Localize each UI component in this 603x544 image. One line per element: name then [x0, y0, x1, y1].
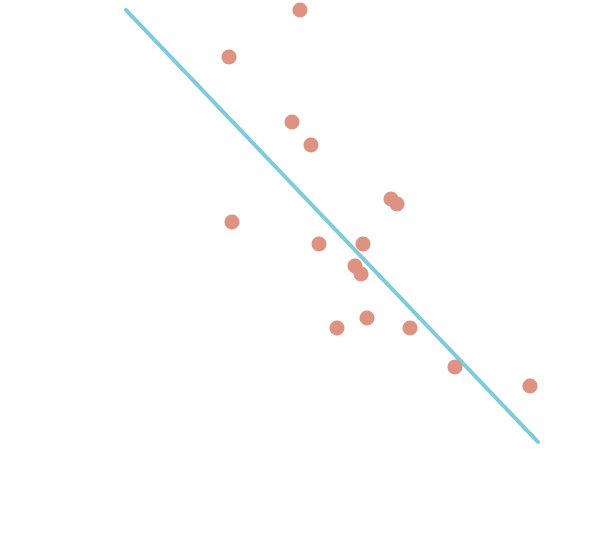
- data-point-7: [224, 214, 240, 230]
- data-point-13: [329, 320, 345, 336]
- data-point-4: [303, 137, 319, 153]
- trend-line: [124, 8, 540, 444]
- data-point-12: [359, 310, 375, 326]
- data-point-9: [355, 236, 371, 252]
- data-point-11: [353, 266, 369, 282]
- data-point-3: [284, 114, 300, 130]
- data-point-16: [522, 378, 538, 394]
- data-point-8: [311, 236, 327, 252]
- point-layer: [221, 2, 538, 394]
- data-point-15: [447, 359, 463, 375]
- trend-line-layer: [124, 8, 540, 444]
- data-point-1: [292, 2, 308, 18]
- data-point-14: [402, 320, 418, 336]
- data-point-6: [389, 196, 405, 212]
- data-point-2: [221, 49, 237, 65]
